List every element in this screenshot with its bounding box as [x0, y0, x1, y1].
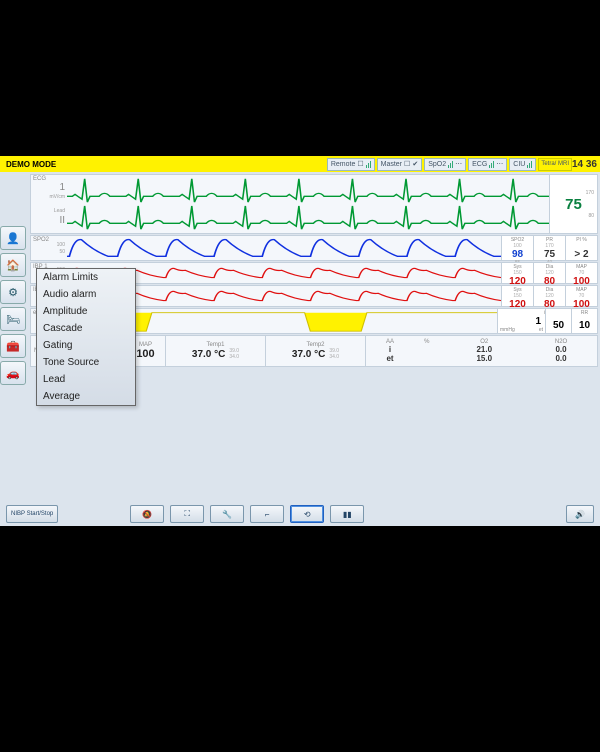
- top-item-ciu[interactable]: CIU: [509, 158, 536, 171]
- car-icon[interactable]: 🚗: [0, 361, 26, 385]
- top-item-ecg[interactable]: ECG ⋯: [468, 158, 507, 171]
- value-cell[interactable]: Dia120 8025: [533, 286, 565, 306]
- step-icon[interactable]: ⌐: [250, 505, 284, 523]
- cycle-icon[interactable]: ⟲: [290, 505, 324, 523]
- person-icon[interactable]: 👤: [0, 226, 26, 250]
- top-bar: DEMO MODE Remote ☐ Master ☐ ✔ SpO2 ⋯ ECG…: [0, 156, 600, 172]
- value-cell[interactable]: Sys150 12050: [501, 286, 533, 306]
- ecg-row[interactable]: ECG 1 mV/cm Lead II 170 75 80: [30, 174, 598, 234]
- hr-value-box[interactable]: 170 75 80: [549, 175, 597, 233]
- top-item-master[interactable]: Master ☐ ✔: [377, 158, 423, 171]
- top-status-items: Remote ☐ Master ☐ ✔ SpO2 ⋯ ECG ⋯ CIU Tet…: [327, 156, 572, 172]
- demo-mode-badge: DEMO MODE: [0, 160, 56, 169]
- monitor-screen: DEMO MODE Remote ☐ Master ☐ ✔ SpO2 ⋯ ECG…: [0, 156, 600, 526]
- menu-item[interactable]: Lead: [37, 371, 135, 388]
- spo2-row[interactable]: SPO2 100 50 SPO2100 9885 PR170 7540 PI %…: [30, 235, 598, 261]
- top-item-remote[interactable]: Remote ☐: [327, 158, 375, 171]
- value-cell[interactable]: MAP70 10040: [565, 263, 597, 283]
- clock: 14 36: [572, 159, 597, 170]
- value-cell[interactable]: SPO2100 9885: [501, 236, 533, 260]
- alarm-off-icon[interactable]: 🔕: [130, 505, 164, 523]
- value-cell[interactable]: PR170 7540: [533, 236, 565, 260]
- value-cell[interactable]: PI % > 2: [565, 236, 597, 260]
- top-item-spo2[interactable]: SpO2 ⋯: [424, 158, 466, 171]
- tools-icon[interactable]: 🔧: [210, 505, 244, 523]
- home-icon[interactable]: 🏠: [0, 253, 26, 277]
- menu-item[interactable]: Audio alarm: [37, 286, 135, 303]
- left-sidebar: 👤 🏠 ⚙ 🛏 🧰 🚗: [0, 226, 28, 385]
- menu-item[interactable]: Cascade: [37, 320, 135, 337]
- ecg-waveform: [67, 175, 549, 233]
- bottom-toolbar: NIBP Start/Stop 🔕 ⛶ 🔧 ⌐ ⟲ ▮▮ 🔊: [0, 504, 600, 524]
- menu-item[interactable]: Alarm Limits: [37, 269, 135, 286]
- menu-item[interactable]: Tone Source: [37, 354, 135, 371]
- sound-icon[interactable]: 🔊: [566, 505, 594, 523]
- snapshot-icon[interactable]: ⛶: [170, 505, 204, 523]
- kit-icon[interactable]: 🧰: [0, 334, 26, 358]
- menu-item[interactable]: Average: [37, 388, 135, 405]
- menu-item[interactable]: Amplitude: [37, 303, 135, 320]
- context-menu: Alarm LimitsAudio alarmAmplitudeCascadeG…: [36, 268, 136, 406]
- top-badge-mri: Tetra/ MRI: [538, 158, 572, 171]
- value-cell[interactable]: MAP70 10040: [565, 286, 597, 306]
- value-cell[interactable]: Sys150 12040: [501, 263, 533, 283]
- bed-icon[interactable]: 🛏: [0, 307, 26, 331]
- spo2-waveform: [67, 236, 501, 260]
- pause-icon[interactable]: ▮▮: [330, 505, 364, 523]
- menu-item[interactable]: Gating: [37, 337, 135, 354]
- gear-icon[interactable]: ⚙: [0, 280, 26, 304]
- nibp-start-stop-button[interactable]: NIBP Start/Stop: [6, 505, 58, 523]
- value-cell[interactable]: Dia120 8025: [533, 263, 565, 283]
- ecg-label: 1 mV/cm Lead II: [31, 175, 67, 233]
- spo2-label: SPO2 100 50: [31, 236, 67, 260]
